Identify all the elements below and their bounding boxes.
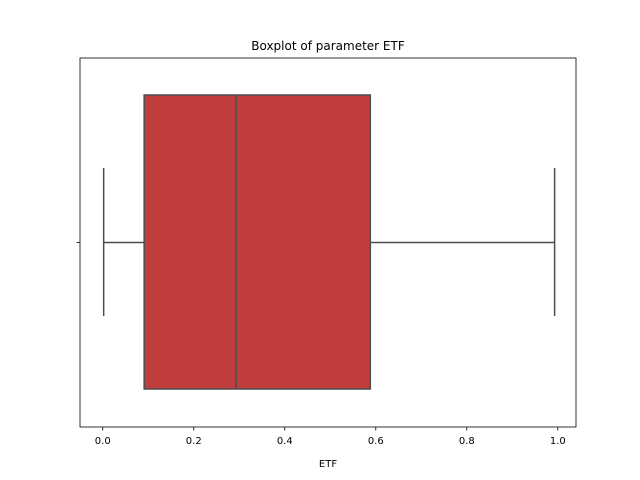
chart-title: Boxplot of parameter ETF [251, 39, 405, 53]
x-tick-label: 1.0 [550, 436, 566, 447]
iqr-box [143, 94, 372, 390]
x-axis-title: ETF [319, 459, 337, 470]
x-tick-label: 0.0 [95, 436, 111, 447]
x-tick-label: 0.4 [277, 436, 293, 447]
x-tick-label: 0.2 [186, 436, 202, 447]
x-tick-label: 0.8 [459, 436, 475, 447]
plot-area [102, 94, 556, 390]
x-axis-ticks: 0.0 0.2 0.4 0.6 0.8 1.0 [95, 427, 566, 447]
x-tick-label: 0.6 [368, 436, 384, 447]
